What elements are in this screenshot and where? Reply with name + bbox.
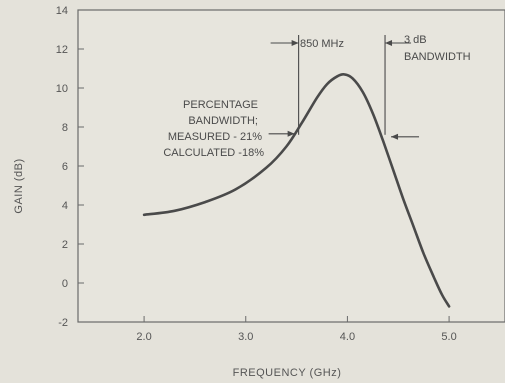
x-tick-label: 4.0 [340, 331, 355, 343]
db3-label-line2: BANDWIDTH [404, 51, 471, 63]
x-tick-label: 3.0 [238, 331, 253, 343]
plot-area [77, 9, 505, 323]
y-axis-title: GAIN (dB) [13, 158, 25, 213]
x-tick-label: 5.0 [441, 331, 456, 343]
percentage-label-line3: MEASURED - 21% [168, 131, 262, 143]
percentage-label-line1: PERCENTAGE [183, 99, 258, 111]
y-tick-label: 14 [56, 5, 68, 17]
y-tick-label: 2 [62, 239, 68, 251]
top-right-arrowhead [385, 40, 393, 46]
top-left-arrowhead [291, 40, 299, 46]
x-axis-title: FREQUENCY (GHz) [233, 367, 342, 379]
y-tick-label: 12 [56, 44, 68, 56]
y-axis: -2 0 2 4 6 8 10 12 14 [56, 5, 84, 329]
gain-curve [142, 73, 451, 308]
y-tick-label: 6 [62, 161, 68, 173]
right-side-arrowhead [391, 133, 399, 140]
bandwidth-markers [268, 35, 420, 140]
left-side-arrowhead [287, 130, 295, 137]
y-tick-label: 8 [62, 122, 68, 134]
percentage-label-line4: CALCULATED -18% [163, 147, 264, 159]
y-tick-label: -2 [58, 317, 68, 329]
bandwidth-value-label: 850 MHz [300, 38, 344, 50]
percentage-label-line2: BANDWIDTH; [188, 115, 258, 127]
y-tick-label: 0 [62, 278, 68, 290]
x-tick-label: 2.0 [136, 331, 151, 343]
x-axis: 2.0 3.0 4.0 5.0 [136, 316, 457, 343]
y-tick-label: 4 [62, 200, 68, 212]
db3-label-line1: 3 dB [404, 34, 427, 46]
y-tick-label: 10 [56, 83, 68, 95]
